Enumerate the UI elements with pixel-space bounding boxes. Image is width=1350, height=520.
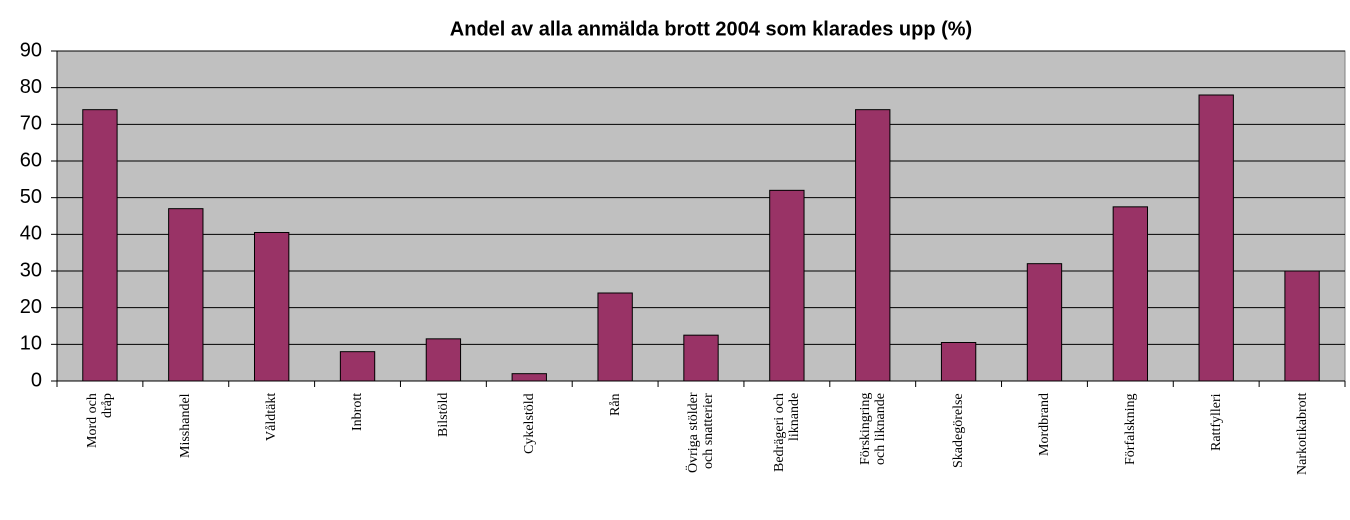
x-tick-label: Övriga stölder och snatterier — [686, 393, 716, 474]
y-tick-label: 0 — [31, 369, 42, 391]
y-tick-label: 30 — [20, 259, 42, 281]
bar — [425, 338, 462, 382]
bar — [940, 342, 977, 382]
bar — [1198, 94, 1234, 382]
y-tick-label: 20 — [20, 296, 42, 318]
bar — [253, 232, 290, 382]
x-tick-label: Bilstöld — [435, 393, 451, 438]
x-tick-label: Bedrägeri och liknande — [771, 393, 802, 472]
x-tick-label: Mordbrand — [1036, 393, 1052, 456]
x-tick-label: Misshandel — [178, 393, 194, 458]
bar — [597, 292, 633, 382]
bar — [1112, 206, 1149, 382]
y-tick-label: 80 — [20, 76, 42, 98]
bar — [168, 208, 204, 382]
bar — [82, 109, 118, 382]
x-tick-label: Rattfylleri — [1208, 393, 1224, 451]
y-tick-label: 50 — [20, 186, 42, 208]
y-tick-label: 70 — [20, 113, 42, 135]
bar — [1026, 263, 1063, 382]
y-tick-label: 40 — [20, 223, 42, 245]
y-tick-label: 10 — [20, 333, 42, 355]
chart-title: Andel av alla anmälda brott 2004 som kla… — [450, 18, 972, 40]
x-tick-label: Förfalskning — [1122, 393, 1138, 465]
bar — [511, 373, 547, 382]
x-tick-label: Våldtäkt — [264, 393, 280, 442]
x-tick-label: Inbrott — [350, 393, 366, 432]
bar — [769, 189, 805, 382]
x-tick-label: Rån — [607, 393, 623, 416]
bar — [339, 351, 376, 382]
x-tick-label: Narkotikabrott — [1294, 393, 1310, 476]
plot-area — [56, 50, 1346, 382]
bar — [855, 109, 891, 382]
x-tick-label: Förskingring och liknande — [857, 393, 888, 466]
x-tick-label: Mord och dråp — [84, 393, 115, 448]
x-tick-label: Skadegörelse — [951, 393, 967, 468]
x-tick-label: Cykelstöld — [521, 393, 537, 454]
bar — [1284, 270, 1320, 382]
bar — [683, 334, 719, 382]
y-tick-label: 90 — [20, 39, 42, 61]
y-tick-label: 60 — [20, 149, 42, 171]
